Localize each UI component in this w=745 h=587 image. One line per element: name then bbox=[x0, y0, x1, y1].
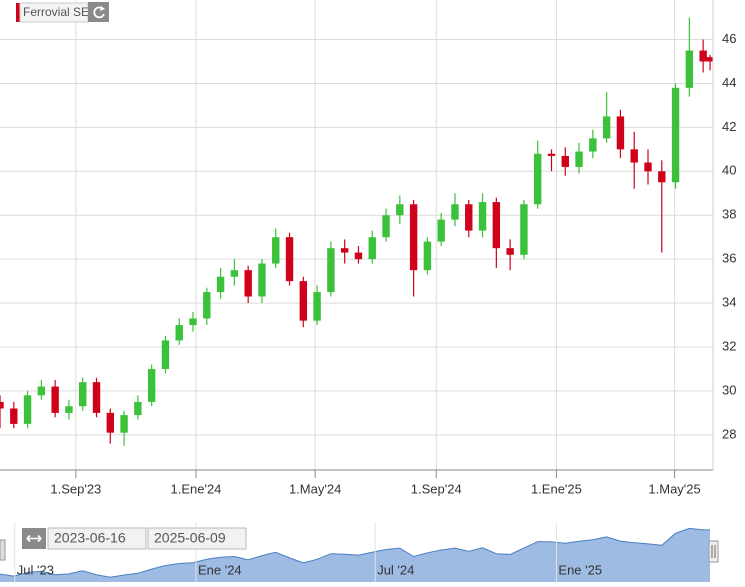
candle-body bbox=[340, 248, 349, 253]
x-tick-label: 1.Sep'24 bbox=[411, 481, 462, 496]
y-tick-label: 32 bbox=[722, 338, 736, 353]
candle-body bbox=[575, 151, 583, 167]
candle-body bbox=[327, 248, 335, 293]
navigator-tick-label: Jul '24 bbox=[377, 562, 414, 577]
candle-body bbox=[189, 318, 197, 326]
candle-body bbox=[589, 138, 597, 152]
navigator-line bbox=[0, 527, 710, 578]
navigator-tick-label: Ene '25 bbox=[558, 562, 602, 577]
chart-title: Ferrovial SE bbox=[23, 5, 89, 19]
plot-area bbox=[0, 0, 713, 470]
candle-body bbox=[37, 386, 46, 396]
candle-body bbox=[396, 204, 404, 216]
candle-body bbox=[547, 153, 556, 156]
candle-body bbox=[368, 237, 376, 260]
candle-body bbox=[272, 237, 280, 264]
candle-body bbox=[658, 171, 666, 183]
candle-body bbox=[258, 263, 266, 297]
x-tick-label: 1.Ene'24 bbox=[171, 481, 222, 496]
candle-body bbox=[203, 292, 211, 319]
candle-body bbox=[644, 162, 652, 172]
candle-body bbox=[354, 252, 363, 260]
y-tick-label: 42 bbox=[722, 119, 736, 134]
y-tick-label: 38 bbox=[722, 207, 736, 222]
candle-body bbox=[492, 202, 501, 249]
candle-body bbox=[230, 270, 239, 277]
y-tick-label: 30 bbox=[722, 382, 736, 397]
candle-body bbox=[616, 116, 625, 150]
candle-body bbox=[285, 237, 294, 282]
range-from-text: 2023-06-16 bbox=[54, 530, 126, 546]
reload-icon bbox=[93, 6, 105, 19]
candle-body bbox=[244, 270, 252, 297]
y-tick-label: 28 bbox=[722, 426, 736, 441]
candle-body bbox=[671, 87, 680, 183]
range-to-text: 2025-06-09 bbox=[154, 530, 226, 546]
candle-body bbox=[534, 153, 542, 205]
x-tick-label: 1.Ene'25 bbox=[531, 481, 582, 496]
candle-body bbox=[299, 281, 308, 321]
candle-body bbox=[106, 412, 114, 433]
candle-body bbox=[120, 415, 128, 433]
candle-body bbox=[0, 401, 4, 409]
candle-body bbox=[423, 241, 432, 271]
candle-body bbox=[451, 204, 459, 220]
candle-body bbox=[92, 382, 101, 413]
reload-button[interactable] bbox=[88, 2, 109, 22]
candle-body bbox=[437, 219, 445, 242]
x-tick-label: 1.Sep'23 bbox=[50, 481, 101, 496]
candle-body bbox=[409, 204, 418, 271]
navigator-tick-label: Ene '24 bbox=[198, 562, 242, 577]
y-tick-label: 46 bbox=[722, 31, 736, 46]
candle-body bbox=[506, 248, 514, 255]
navigator-left-handle[interactable] bbox=[0, 539, 6, 561]
reload-icon-arrow bbox=[100, 6, 105, 11]
y-tick-label: 34 bbox=[722, 295, 736, 310]
candle-body bbox=[478, 202, 487, 231]
y-tick-label: 44 bbox=[722, 75, 736, 90]
candle-body bbox=[23, 395, 32, 424]
x-tick-label: 1.May'24 bbox=[289, 481, 341, 496]
candle-body bbox=[65, 406, 73, 413]
candle-body bbox=[685, 50, 694, 88]
candle-body bbox=[382, 215, 390, 238]
navigator-tick-label: Jul '23 bbox=[17, 562, 54, 577]
candle-body bbox=[216, 276, 225, 293]
candle-body bbox=[134, 401, 142, 416]
candle-body bbox=[561, 155, 569, 167]
candle-body bbox=[602, 116, 611, 139]
candle-body bbox=[51, 386, 59, 413]
range-to-input[interactable] bbox=[147, 527, 247, 550]
candle-body bbox=[161, 340, 170, 369]
y-tick-label: 40 bbox=[722, 163, 736, 178]
candle-body bbox=[313, 292, 321, 321]
navigator-right-handle[interactable] bbox=[708, 540, 719, 563]
candle-body bbox=[706, 57, 713, 62]
candle-body bbox=[520, 204, 528, 255]
range-toggle-icon bbox=[26, 534, 42, 543]
candle-body bbox=[699, 50, 707, 62]
candle-body bbox=[175, 325, 183, 341]
y-tick-label: 36 bbox=[722, 251, 736, 266]
candle-body bbox=[147, 368, 156, 402]
series-marker bbox=[16, 3, 20, 22]
candle-body bbox=[465, 204, 473, 231]
candle-body bbox=[630, 149, 638, 163]
range-from-input[interactable] bbox=[47, 527, 147, 550]
candle-body bbox=[10, 408, 18, 424]
candle-body bbox=[79, 382, 87, 407]
x-tick-label: 1.May'25 bbox=[648, 481, 700, 496]
